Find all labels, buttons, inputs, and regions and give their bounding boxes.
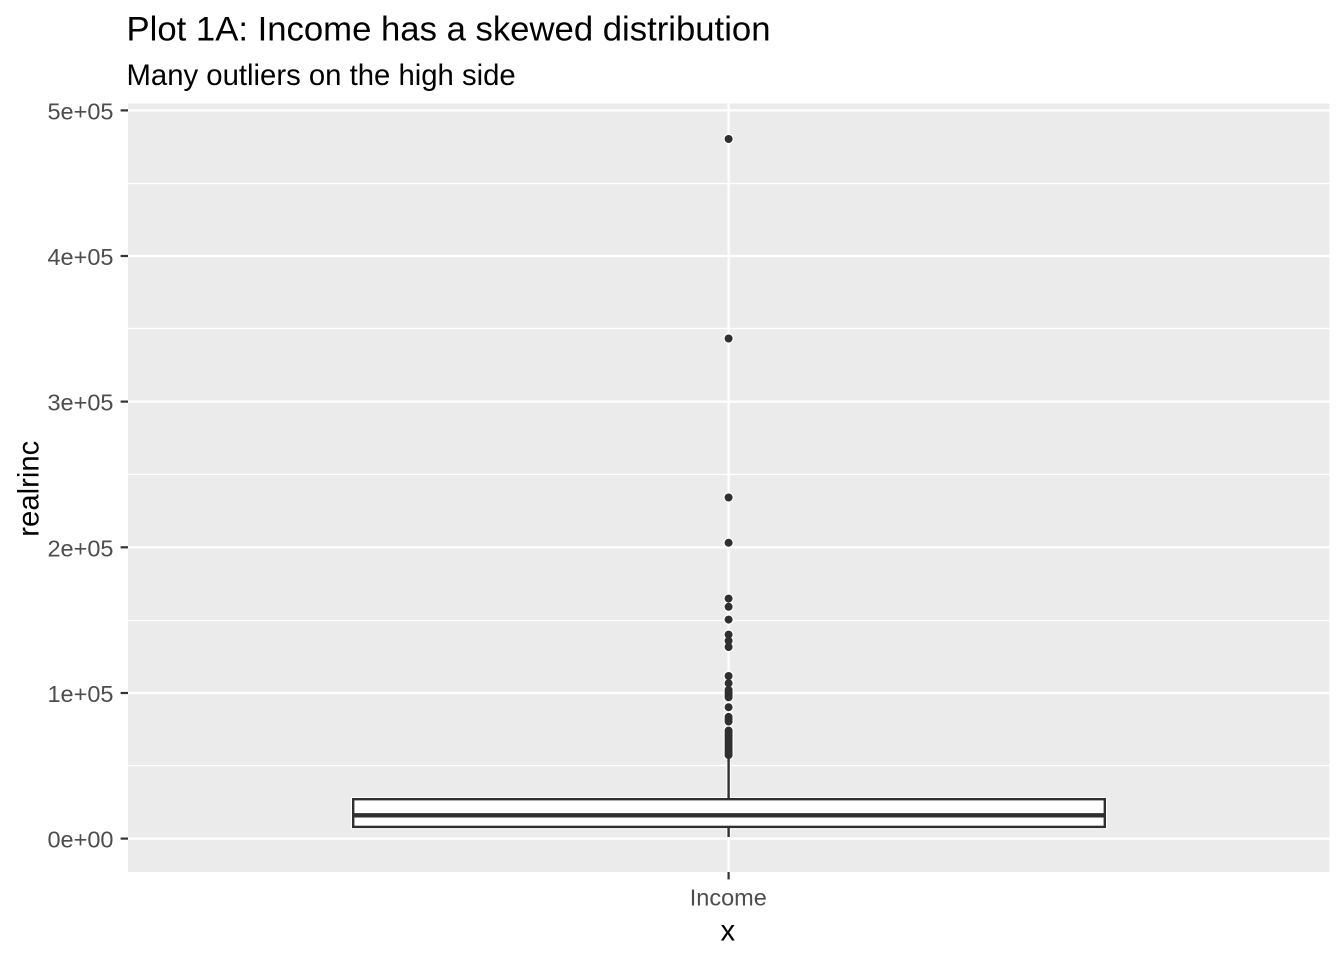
svg-text:0e+00: 0e+00 — [47, 827, 113, 853]
svg-text:Income: Income — [690, 885, 767, 911]
svg-text:5e+05: 5e+05 — [47, 98, 113, 124]
svg-text:4e+05: 4e+05 — [47, 244, 113, 270]
svg-text:x: x — [720, 914, 735, 947]
svg-text:realrinc: realrinc — [13, 441, 46, 537]
svg-text:Plot 1A: Income has a skewed d: Plot 1A: Income has a skewed distributio… — [127, 11, 771, 49]
svg-text:1e+05: 1e+05 — [47, 681, 113, 707]
svg-text:3e+05: 3e+05 — [47, 390, 113, 416]
svg-text:Many outliers on the high side: Many outliers on the high side — [127, 59, 516, 92]
svg-text:2e+05: 2e+05 — [47, 535, 113, 561]
